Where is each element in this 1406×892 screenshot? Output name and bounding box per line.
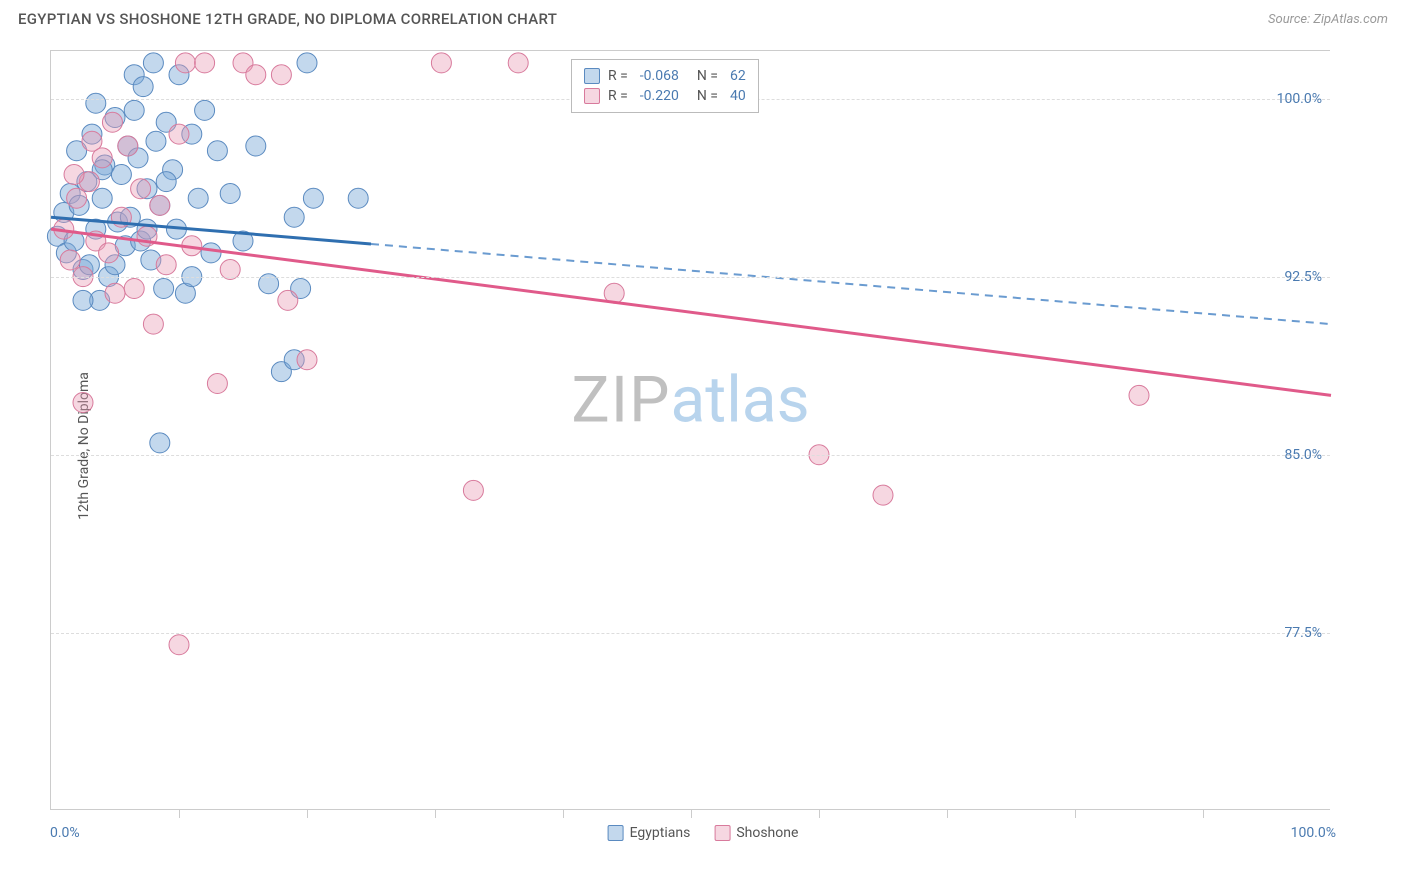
data-point: [154, 279, 174, 299]
data-point: [188, 188, 208, 208]
data-point: [73, 393, 93, 413]
data-point: [220, 184, 240, 204]
data-point: [278, 290, 298, 310]
data-point: [207, 141, 227, 161]
data-point: [297, 53, 317, 73]
legend-n-value: 62: [730, 68, 746, 84]
data-point: [873, 485, 893, 505]
x-tick: [819, 810, 820, 818]
data-point: [67, 188, 87, 208]
data-point: [92, 188, 112, 208]
legend-label: Shoshone: [736, 825, 798, 841]
data-point: [1129, 385, 1149, 405]
x-tick: [307, 810, 308, 818]
data-point: [169, 124, 189, 144]
data-point: [463, 480, 483, 500]
data-point: [246, 136, 266, 156]
swatch-shoshone: [584, 88, 600, 104]
data-point: [118, 136, 138, 156]
data-point: [73, 290, 93, 310]
y-tick-label: 92.5%: [1284, 269, 1322, 285]
legend-r-value: -0.068: [640, 68, 679, 84]
legend-r-label: R =: [608, 68, 628, 84]
data-point: [60, 250, 80, 270]
data-point: [207, 374, 227, 394]
data-point: [105, 283, 125, 303]
scatter-svg: [51, 51, 1330, 810]
x-axis-max-label: 100.0%: [1291, 825, 1336, 841]
data-point: [131, 179, 151, 199]
x-tick: [1203, 810, 1204, 818]
legend-n-label: N =: [697, 68, 718, 84]
data-point: [284, 207, 304, 227]
legend-r-value: -0.220: [640, 88, 679, 104]
data-point: [124, 279, 144, 299]
swatch-egyptians: [608, 825, 624, 841]
correlation-legend: R = -0.068 N = 62 R = -0.220 N = 40: [571, 59, 759, 113]
data-point: [133, 77, 153, 97]
data-point: [156, 172, 176, 192]
data-point: [297, 350, 317, 370]
x-axis-min-label: 0.0%: [50, 825, 80, 841]
legend-r-label: R =: [608, 88, 628, 104]
data-point: [99, 243, 119, 263]
swatch-egyptians: [584, 68, 600, 84]
source-label: Source: ZipAtlas.com: [1268, 12, 1388, 27]
gridline: [51, 455, 1330, 456]
data-point: [169, 635, 189, 655]
data-point: [124, 100, 144, 120]
legend-label: Egyptians: [630, 825, 691, 841]
trend-line-solid: [51, 229, 1331, 395]
legend-item-shoshone: Shoshone: [714, 825, 798, 841]
data-point: [111, 165, 131, 185]
y-tick-label: 85.0%: [1284, 447, 1322, 463]
legend-row-egyptians: R = -0.068 N = 62: [584, 66, 746, 86]
x-tick: [691, 810, 692, 818]
data-point: [271, 65, 291, 85]
x-tick: [947, 810, 948, 818]
y-tick-label: 100.0%: [1277, 91, 1322, 107]
data-point: [86, 93, 106, 113]
data-point: [201, 243, 221, 263]
data-point: [431, 53, 451, 73]
data-point: [156, 255, 176, 275]
chart-title: EGYPTIAN VS SHOSHONE 12TH GRADE, NO DIPL…: [18, 10, 557, 28]
data-point: [143, 314, 163, 334]
swatch-shoshone: [714, 825, 730, 841]
series-legend: Egyptians Shoshone: [608, 825, 799, 841]
data-point: [303, 188, 323, 208]
legend-item-egyptians: Egyptians: [608, 825, 691, 841]
data-point: [150, 433, 170, 453]
data-point: [82, 131, 102, 151]
data-point: [146, 131, 166, 151]
x-tick: [179, 810, 180, 818]
data-point: [508, 53, 528, 73]
data-point: [195, 53, 215, 73]
x-tick: [1075, 810, 1076, 818]
y-tick-label: 77.5%: [1284, 625, 1322, 641]
gridline: [51, 633, 1330, 634]
gridline: [51, 277, 1330, 278]
legend-n-value: 40: [730, 88, 746, 104]
data-point: [348, 188, 368, 208]
data-point: [150, 195, 170, 215]
data-point: [246, 65, 266, 85]
data-point: [175, 53, 195, 73]
data-point: [143, 53, 163, 73]
data-point: [64, 165, 84, 185]
legend-row-shoshone: R = -0.220 N = 40: [584, 86, 746, 106]
x-tick: [435, 810, 436, 818]
legend-n-label: N =: [697, 88, 718, 104]
x-tick: [563, 810, 564, 818]
data-point: [195, 100, 215, 120]
data-point: [102, 112, 122, 132]
chart-plot-area: R = -0.068 N = 62 R = -0.220 N = 40 ZIPa…: [50, 50, 1330, 810]
trend-line-dashed: [371, 244, 1331, 324]
